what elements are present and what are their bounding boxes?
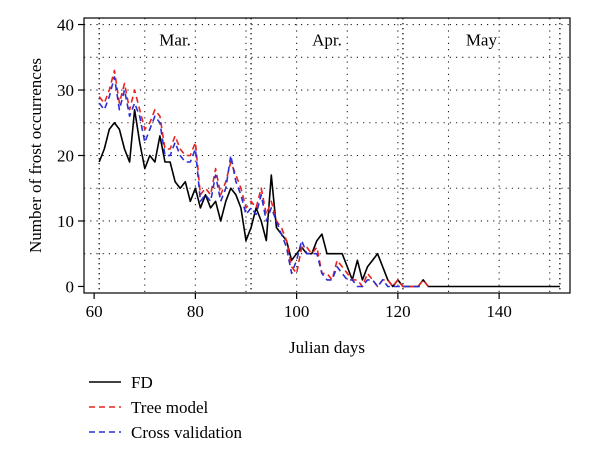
series-line-tree-model [98,69,429,288]
month-label: Apr. [312,31,342,50]
legend: FD Tree model Cross validation [89,373,242,442]
x-axis-ticks: 60 80 100 120 140 [86,293,512,321]
month-label: Mar. [159,31,191,50]
legend-label: Tree model [131,398,209,417]
legend-label: Cross validation [131,423,242,442]
series-line-cross-validation [98,76,424,288]
series-line-fd [98,108,560,288]
x-tick-label: 120 [385,302,411,321]
y-tick-label: 10 [57,212,74,231]
series-lines [98,69,560,288]
y-tick-label: 40 [57,16,74,35]
y-tick-label: 0 [66,277,75,296]
legend-label: FD [131,373,153,392]
y-axis-title: Number of frost occurrences [26,58,45,253]
x-tick-label: 60 [86,302,103,321]
x-tick-label: 100 [284,302,310,321]
x-axis-title: Julian days [289,338,365,357]
x-tick-label: 80 [187,302,204,321]
month-label: May [466,31,498,50]
y-tick-label: 20 [57,147,74,166]
y-tick-label: 30 [57,81,74,100]
x-tick-label: 140 [486,302,512,321]
y-axis-ticks: 0 10 20 30 40 [57,16,84,296]
month-boundaries: Mar. Apr. May [98,18,561,293]
grid-lines [84,18,570,293]
